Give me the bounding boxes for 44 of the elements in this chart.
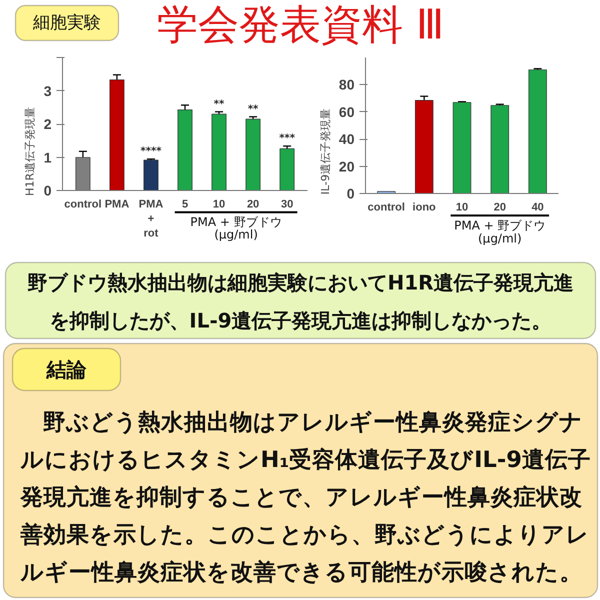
y-tick-label: 20 xyxy=(338,158,355,174)
y-tick-label: 0 xyxy=(346,186,355,202)
text: PMA + 野ブドウ (μg/ml) xyxy=(190,215,282,242)
y-axis-title: IL-9遺伝子発現量 xyxy=(318,108,332,195)
y-tick-label: 2 xyxy=(44,116,52,132)
y-tick-label: 1 xyxy=(44,149,52,166)
x-tick-label: PMA xyxy=(104,198,130,211)
x-tick-label: 40 xyxy=(532,202,544,214)
x-tick-label: 10 xyxy=(456,202,468,214)
data-label: ** xyxy=(248,104,260,115)
bar xyxy=(490,105,510,194)
text: 野ブドウ熱水抽出物は細胞実験においてH1R遺伝子発現亢進を抑制したが、IL-9遺伝子発現亢進は抑制しなかった。 xyxy=(27,270,574,332)
bar xyxy=(452,102,472,194)
text: 学会発表資料 Ⅲ xyxy=(156,0,444,48)
bar xyxy=(246,118,260,191)
x-tick-label: 5 xyxy=(182,198,188,211)
data-label: **** xyxy=(140,146,162,158)
bar xyxy=(178,109,192,191)
x-tick-label: 30 xyxy=(280,198,294,211)
x-tick-label: control xyxy=(368,202,405,214)
bar xyxy=(212,114,226,191)
bar xyxy=(528,69,547,194)
text: PMA + 野ブドウ (μg/ml) xyxy=(454,218,546,246)
x-tick-label: 20 xyxy=(246,198,260,211)
x-tick-label: 20 xyxy=(494,202,506,214)
x-tick-label: iono xyxy=(412,202,436,214)
x-tick-label: PMA + rot xyxy=(138,198,164,240)
y-axis-title: H1R遺伝子発現量 xyxy=(24,107,37,196)
y-tick-label: 0 xyxy=(44,182,52,199)
data-label: *** xyxy=(279,133,296,144)
y-tick-label: 40 xyxy=(338,131,355,148)
bar xyxy=(280,148,295,191)
y-tick-label: 80 xyxy=(338,76,355,93)
bar xyxy=(414,100,434,194)
bar xyxy=(144,160,158,191)
text: 野ぶどう熱水抽出物はアレルギー性鼻炎発症シグナルにおけるヒスタミンH₁受容体遺伝子及びIL-9遺伝子発現亢進を抑制することで、アレルギー性鼻炎症状改善効果を示した。このことから、野ぶどうによりアレルギー性鼻炎症状を改善できる可能性が示唆された。 xyxy=(20,410,591,586)
y-tick-label: 60 xyxy=(338,104,355,120)
text: 結論 xyxy=(46,358,88,382)
y-tick-label: 3 xyxy=(44,82,52,99)
data-label: ** xyxy=(214,98,226,110)
x-tick-label: control xyxy=(64,198,102,211)
bar xyxy=(110,80,124,191)
text: 細胞実験 xyxy=(32,13,101,33)
x-tick-label: 10 xyxy=(212,198,226,211)
